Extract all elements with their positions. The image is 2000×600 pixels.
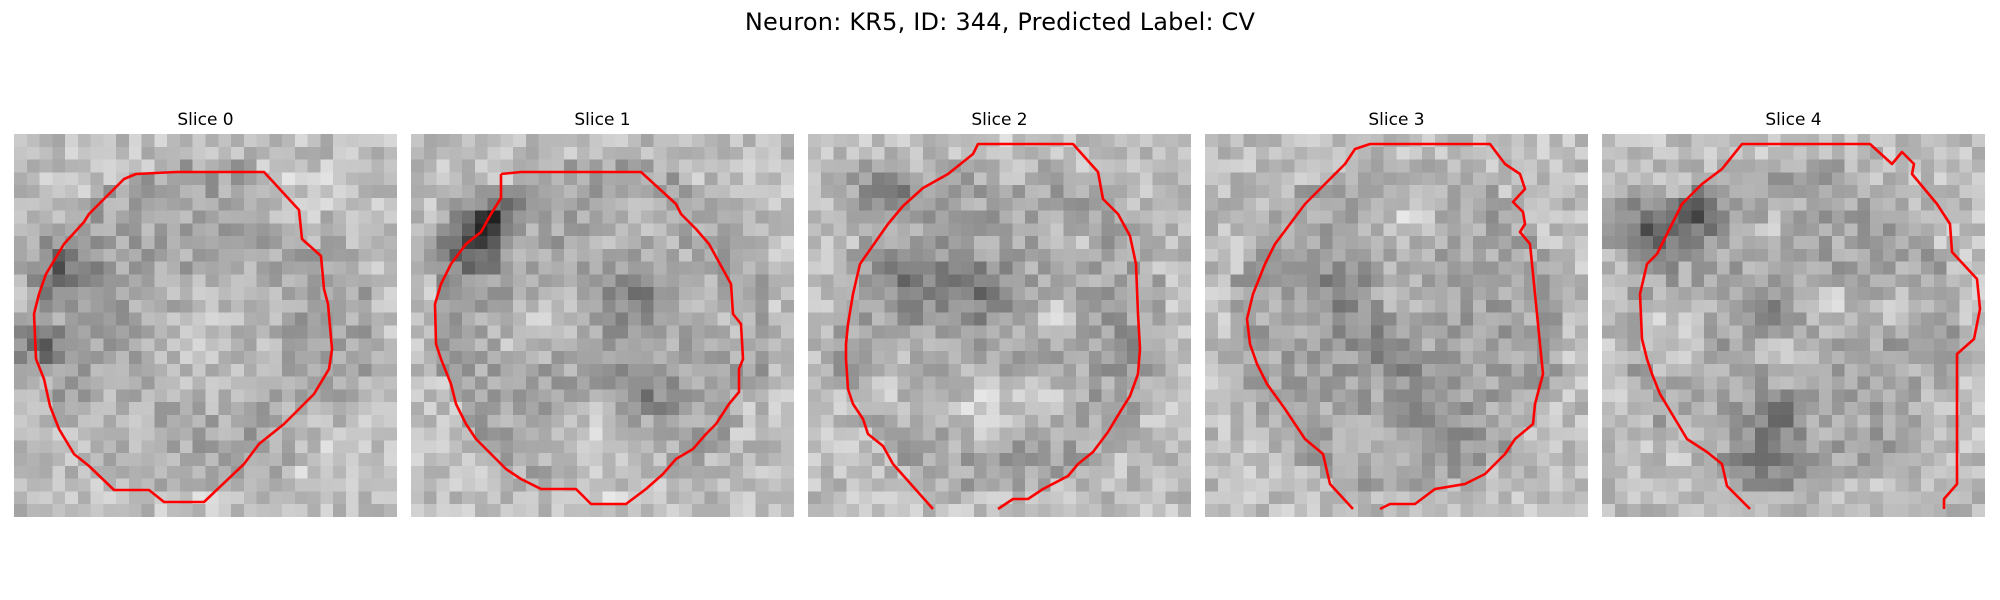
figure-title: Neuron: KR5, ID: 344, Predicted Label: C… [744, 8, 1256, 36]
roi-contour [1638, 142, 1982, 510]
grayscale-image [1602, 134, 1985, 517]
slice-panel-0: Slice 0 [14, 108, 397, 517]
grayscale-image [808, 134, 1191, 517]
roi-contour [844, 142, 1142, 511]
slice-image [411, 134, 794, 517]
grayscale-image [411, 134, 794, 517]
grayscale-image [14, 134, 397, 517]
slice-panel-1: Slice 1 [411, 108, 794, 517]
slice-panel-2: Slice 2 [808, 108, 1191, 517]
slice-panel-3: Slice 3 [1205, 108, 1588, 517]
roi-contour [32, 170, 334, 504]
slice-image [1205, 134, 1588, 517]
slice-title: Slice 1 [574, 110, 631, 130]
slice-image [808, 134, 1191, 517]
slice-title: Slice 4 [1765, 110, 1822, 130]
slice-title: Slice 2 [971, 110, 1028, 130]
slice-image [1602, 134, 1985, 517]
roi-contour [1245, 142, 1545, 511]
slice-title: Slice 0 [177, 110, 234, 130]
slice-image [14, 134, 397, 517]
roi-contour [433, 170, 745, 506]
grayscale-image [1205, 134, 1588, 517]
slice-panel-4: Slice 4 [1602, 108, 1985, 517]
slice-title: Slice 3 [1368, 110, 1425, 130]
